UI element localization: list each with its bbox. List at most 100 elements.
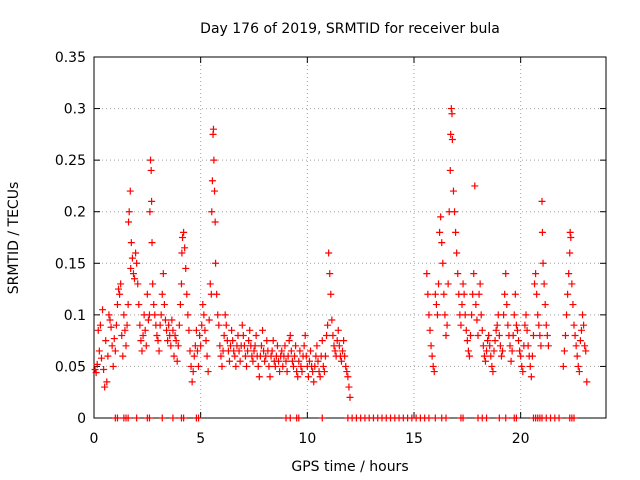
data-point bbox=[570, 414, 578, 422]
y-tick-label: 0.35 bbox=[55, 50, 86, 66]
data-point bbox=[159, 270, 167, 278]
data-point bbox=[346, 393, 354, 401]
data-point bbox=[526, 362, 534, 370]
data-point bbox=[507, 357, 515, 365]
data-point bbox=[266, 373, 274, 381]
data-point bbox=[458, 301, 466, 309]
data-point bbox=[295, 357, 303, 365]
data-point bbox=[110, 335, 118, 343]
data-point bbox=[580, 321, 588, 329]
data-point bbox=[569, 301, 577, 309]
data-point bbox=[341, 352, 349, 360]
data-point bbox=[561, 331, 569, 339]
data-point bbox=[180, 228, 188, 236]
data-point bbox=[464, 347, 472, 355]
data-point bbox=[150, 301, 158, 309]
data-point bbox=[342, 362, 350, 370]
data-point bbox=[471, 182, 479, 190]
data-point bbox=[328, 316, 336, 324]
data-point bbox=[94, 326, 102, 334]
data-point bbox=[204, 368, 212, 376]
data-point bbox=[516, 347, 524, 355]
data-point bbox=[133, 259, 141, 267]
data-point bbox=[125, 218, 133, 226]
data-point bbox=[241, 352, 249, 360]
data-point bbox=[265, 362, 273, 370]
data-point bbox=[481, 357, 489, 365]
data-point bbox=[286, 331, 294, 339]
data-point bbox=[289, 362, 297, 370]
data-point bbox=[104, 352, 112, 360]
data-point bbox=[99, 306, 107, 314]
data-point bbox=[301, 331, 309, 339]
y-tick-label: 0.15 bbox=[55, 256, 86, 272]
data-point bbox=[174, 342, 182, 350]
data-point bbox=[565, 270, 573, 278]
data-point bbox=[254, 362, 262, 370]
data-point bbox=[493, 321, 501, 329]
data-point bbox=[121, 326, 129, 334]
data-point bbox=[468, 311, 476, 319]
data-point bbox=[423, 270, 431, 278]
data-point bbox=[278, 347, 286, 355]
data-point bbox=[447, 130, 455, 138]
data-point bbox=[108, 342, 116, 350]
data-point bbox=[566, 228, 574, 236]
data-point bbox=[102, 337, 110, 345]
data-point bbox=[488, 362, 496, 370]
y-tick-label: 0.1 bbox=[64, 308, 86, 324]
data-point bbox=[300, 342, 308, 350]
data-point bbox=[563, 311, 571, 319]
data-point bbox=[291, 352, 299, 360]
data-point bbox=[261, 357, 269, 365]
data-point bbox=[535, 321, 543, 329]
data-point bbox=[432, 301, 440, 309]
data-point bbox=[138, 347, 146, 355]
data-point bbox=[427, 342, 435, 350]
data-point bbox=[339, 347, 347, 355]
data-point bbox=[344, 373, 352, 381]
data-point bbox=[487, 352, 495, 360]
data-point bbox=[483, 347, 491, 355]
data-point bbox=[279, 362, 287, 370]
data-point bbox=[483, 414, 491, 422]
data-point bbox=[539, 259, 547, 267]
axis-ticks: 0 0.05 0.1 0.15 0.2 0.25 0.3 0.35 0 5 10 15 20 bbox=[55, 50, 606, 447]
data-point bbox=[211, 187, 219, 195]
data-point bbox=[425, 414, 433, 422]
data-point bbox=[459, 414, 467, 422]
data-point bbox=[269, 337, 277, 345]
data-point bbox=[117, 280, 125, 288]
data-point bbox=[444, 280, 452, 288]
data-point bbox=[175, 321, 183, 329]
data-point bbox=[534, 311, 542, 319]
data-point bbox=[537, 342, 545, 350]
data-point bbox=[136, 321, 144, 329]
data-point bbox=[334, 326, 342, 334]
data-point bbox=[491, 337, 499, 345]
data-point bbox=[103, 378, 111, 386]
data-point bbox=[518, 362, 526, 370]
y-tick-label: 0.25 bbox=[55, 153, 86, 169]
data-point bbox=[533, 290, 541, 298]
data-point bbox=[100, 366, 108, 374]
data-point bbox=[213, 290, 221, 298]
data-point bbox=[292, 342, 300, 350]
data-point bbox=[126, 187, 134, 195]
data-point bbox=[532, 270, 540, 278]
data-point bbox=[203, 352, 211, 360]
data-point bbox=[567, 234, 575, 241]
data-point bbox=[506, 342, 514, 350]
data-point bbox=[128, 254, 136, 262]
data-point bbox=[524, 342, 532, 350]
data-point bbox=[521, 321, 529, 329]
data-point bbox=[246, 326, 254, 334]
data-point bbox=[243, 362, 251, 370]
data-point bbox=[508, 347, 516, 355]
data-point bbox=[183, 290, 191, 298]
data-point bbox=[541, 301, 549, 309]
data-point bbox=[96, 321, 104, 329]
data-point bbox=[131, 275, 139, 283]
data-point bbox=[538, 197, 546, 205]
data-point bbox=[441, 311, 449, 319]
